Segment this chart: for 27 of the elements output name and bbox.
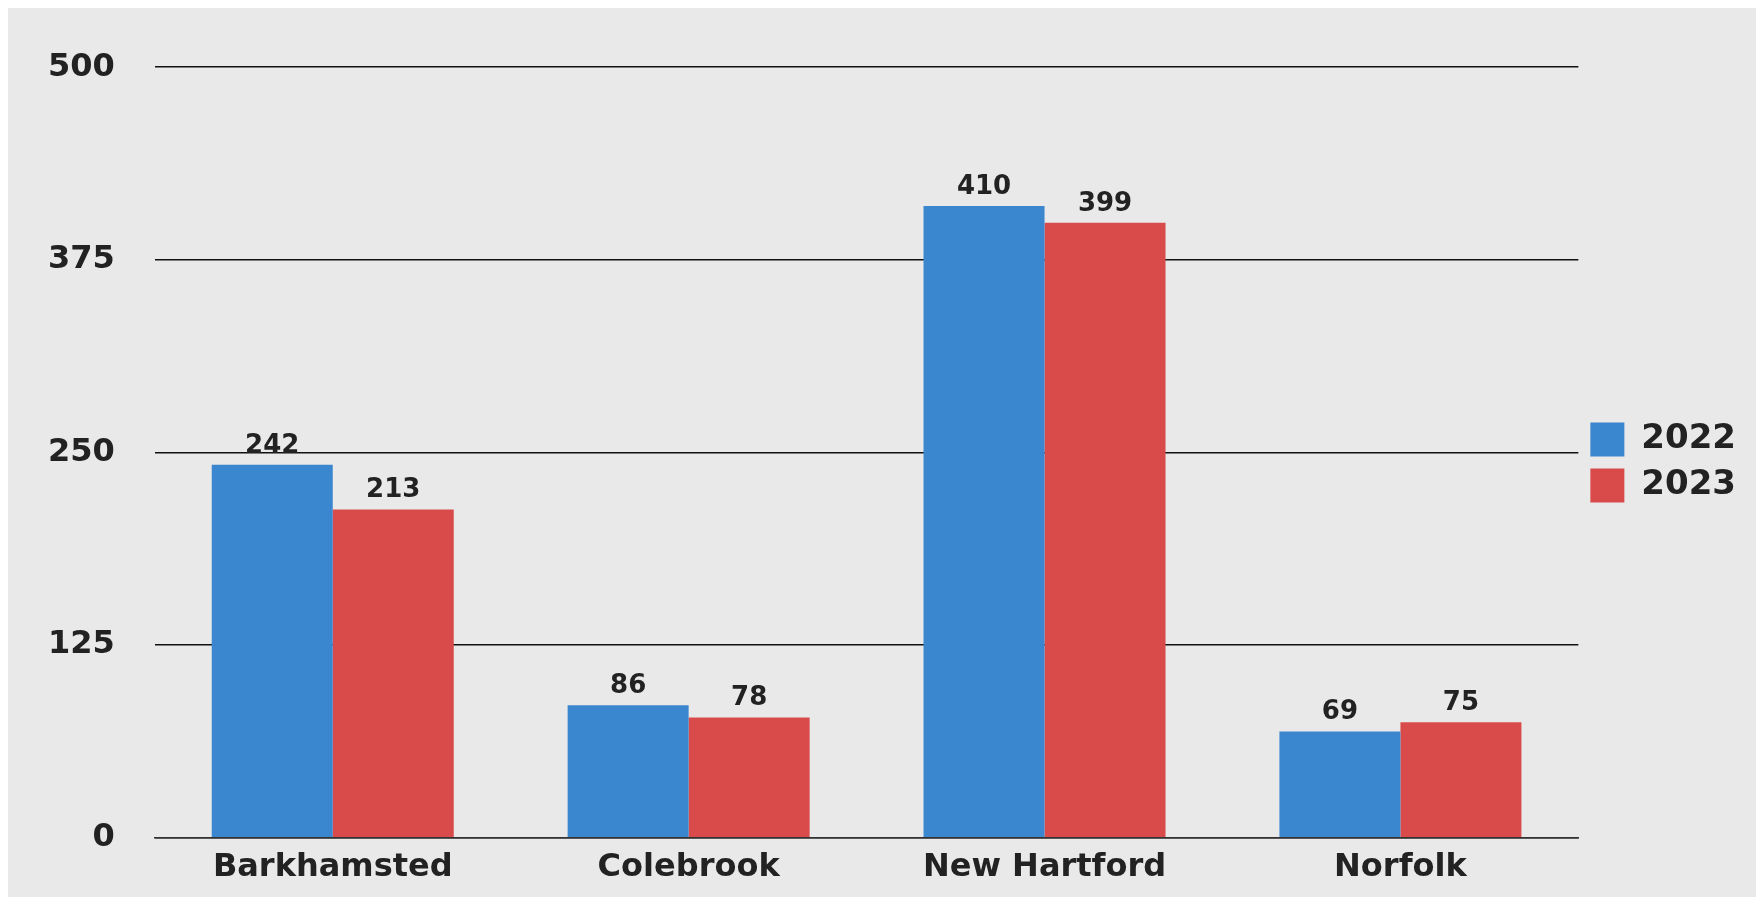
x-tick-label: Barkhamsted bbox=[212, 846, 453, 885]
data-label: 86 bbox=[610, 669, 647, 700]
data-label: 399 bbox=[1077, 186, 1133, 217]
x-tick-label: New Hartford bbox=[922, 846, 1167, 885]
y-tick-label: 250 bbox=[48, 430, 115, 469]
data-label: 69 bbox=[1321, 695, 1359, 726]
y-tick-label: 500 bbox=[48, 45, 115, 84]
data-label: 410 bbox=[956, 169, 1012, 200]
bar bbox=[567, 705, 689, 838]
data-label: 213 bbox=[366, 473, 421, 504]
data-label: 78 bbox=[731, 681, 768, 712]
data-label: 75 bbox=[1442, 685, 1480, 716]
y-tick-label: 375 bbox=[48, 238, 115, 277]
data-label: 242 bbox=[245, 428, 300, 459]
legend-label: 2022 bbox=[1641, 416, 1737, 457]
bar bbox=[688, 717, 810, 838]
y-tick-label: 125 bbox=[48, 623, 115, 662]
bar bbox=[923, 205, 1045, 838]
bar bbox=[1400, 722, 1522, 838]
bar bbox=[1279, 731, 1401, 838]
bar bbox=[332, 509, 454, 838]
bar bbox=[211, 464, 333, 838]
x-tick-label: Colebrook bbox=[597, 846, 781, 885]
x-tick-label: Norfolk bbox=[1334, 846, 1468, 885]
y-tick-label: 0 bbox=[92, 816, 115, 855]
bar bbox=[1044, 222, 1166, 838]
legend-label: 2023 bbox=[1641, 462, 1737, 503]
